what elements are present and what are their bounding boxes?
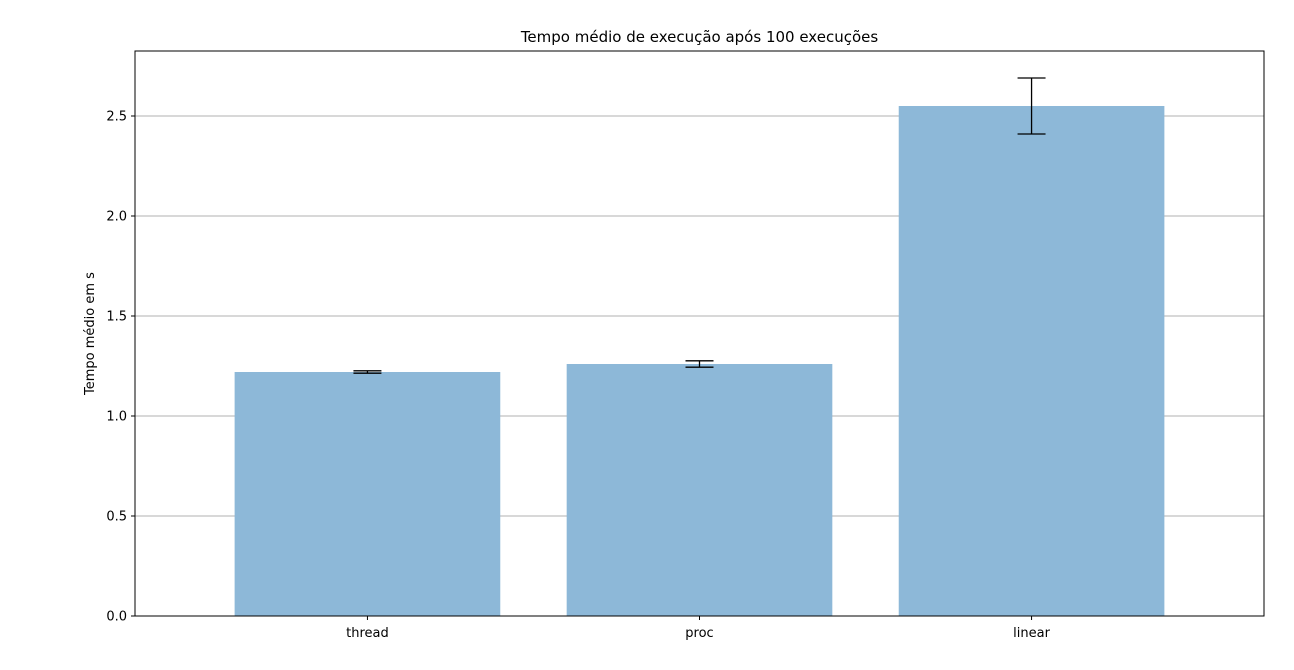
error-bar-thread [353, 370, 382, 374]
y-tick-label: 0.5 [106, 510, 127, 525]
x-axis: thread proc linear [346, 616, 1051, 641]
bar-thread [234, 372, 501, 616]
x-tick-label-linear: linear [1013, 626, 1050, 641]
y-tick-label: 1.0 [106, 410, 127, 425]
chart-title: Tempo médio de execução após 100 execuçõ… [520, 28, 879, 46]
y-axis: 0.0 0.5 1.0 1.5 2.0 2.5 [106, 110, 135, 625]
y-tick-label: 2.0 [106, 210, 127, 225]
y-tick-label: 0.0 [106, 610, 127, 625]
bars [234, 106, 1165, 616]
bar-linear [898, 106, 1165, 616]
bar-proc [566, 364, 833, 616]
x-tick-label-proc: proc [685, 626, 713, 641]
error-bar-linear [1017, 77, 1046, 135]
error-bar-proc [685, 360, 714, 368]
y-tick-label: 1.5 [106, 310, 127, 325]
x-tick-label-thread: thread [346, 626, 389, 641]
error-bars [353, 77, 1046, 374]
y-tick-label: 2.5 [106, 110, 127, 125]
y-axis-label: Tempo médio em s [83, 272, 98, 396]
